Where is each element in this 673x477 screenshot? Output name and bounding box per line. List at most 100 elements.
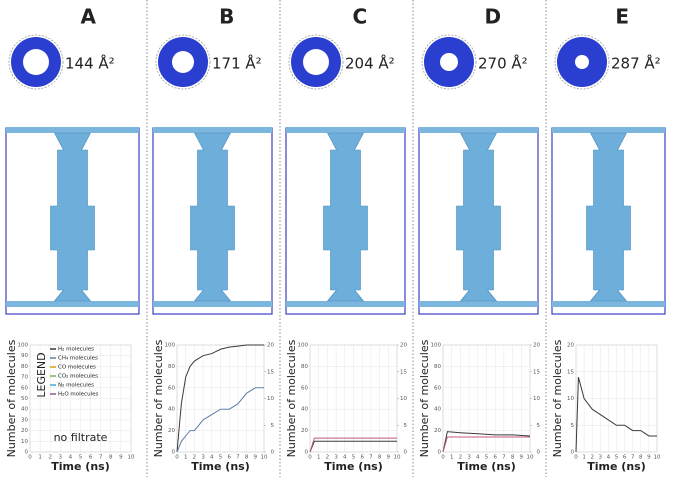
x-tick-label: 5 [352,455,356,461]
y-tick-label: 20 [434,428,441,434]
y-tick-label: 0 [438,450,442,456]
legend-title: LEGEND [35,352,48,397]
x-tick-label: 3 [467,455,471,461]
x-tick-label: 5 [615,455,619,461]
x-tick-label: 1 [450,455,454,461]
x-tick-label: 3 [201,455,205,461]
nanotube [586,132,631,302]
x-tick-label: 9 [647,455,651,461]
x-tick-label: 7 [369,455,373,461]
y2-tick-label: 15 [267,369,274,375]
y-tick-label: 80 [301,364,308,370]
y-tick-label: 60 [21,385,28,391]
graphene-top [286,127,405,133]
y-axis-label: Number of molecules [551,339,564,457]
y-tick-label: 15 [567,369,574,375]
series-line [176,344,264,453]
x-tick-label: 6 [227,455,231,461]
pore-outline [421,34,477,90]
y-tick-label: 40 [21,407,28,413]
x-tick-label: 7 [99,455,103,461]
pore-area: 144 Å² [65,54,115,73]
pore-outline [288,34,344,90]
panel-label: A [80,5,96,29]
x-tick-label: 0 [308,455,312,461]
x-tick-label: 2 [590,455,594,461]
pore-area: 204 Å² [345,54,395,73]
x-tick-label: 1 [317,455,321,461]
pore-outline [8,34,64,90]
pore-hole [575,55,589,69]
y-tick-label: 40 [434,407,441,413]
x-tick-label: 0 [28,455,32,461]
series-line [176,387,264,453]
x-tick-label: 0 [175,455,179,461]
pore-hole [172,51,194,73]
x-tick-label: 4 [343,455,347,461]
x-axis-label: Time (ns) [324,460,382,473]
x-tick-label: 5 [219,455,223,461]
y-tick-label: 30 [21,417,28,423]
x-tick-label: 5 [79,455,83,461]
graphene-top [6,127,139,133]
y-tick-label: 40 [301,407,308,413]
nanotube [50,132,95,302]
nanotube [456,132,501,302]
x-tick-label: 7 [236,455,240,461]
panel-label: D [484,5,501,29]
x-tick-label: 6 [360,455,364,461]
x-tick-label: 4 [607,455,611,461]
y-axis-label: Number of molecules [418,339,431,457]
x-tick-label: 8 [245,455,249,461]
x-tick-label: 10 [261,455,268,461]
y-tick-label: 100 [18,343,29,349]
y2-tick-label: 20 [533,343,540,349]
graphene-bottom [552,301,665,307]
graphene-bottom [419,301,538,307]
y2-tick-label: 20 [400,343,407,349]
x-tick-label: 8 [109,455,113,461]
annotation: no filtrate [54,431,108,444]
y-tick-label: 70 [21,375,28,381]
y-tick-label: 5 [571,423,575,429]
y2-tick-label: 10 [533,396,540,402]
graphene-top [419,127,538,133]
y2-tick-label: 20 [267,343,274,349]
x-tick-label: 5 [485,455,489,461]
x-tick-label: 9 [119,455,123,461]
y-tick-label: 60 [168,385,175,391]
x-tick-label: 9 [254,455,258,461]
graphene-bottom [286,301,405,307]
y-axis-label: Number of molecules [5,339,18,457]
y2-tick-label: 5 [537,423,541,429]
nanotube [323,132,368,302]
x-tick-label: 4 [476,455,480,461]
x-tick-label: 7 [631,455,635,461]
y-tick-label: 10 [21,439,28,445]
pore-area: 287 Å² [611,54,661,73]
y2-tick-label: 0 [404,450,408,456]
y-tick-label: 0 [571,450,575,456]
series-line [442,436,530,453]
graphene-bottom [6,301,139,307]
x-tick-label: 10 [527,455,534,461]
x-tick-label: 3 [334,455,338,461]
series-line [575,376,657,453]
pore-area: 270 Å² [478,54,528,73]
y2-tick-label: 15 [400,369,407,375]
panel-label: E [615,5,629,29]
x-tick-label: 9 [520,455,524,461]
y-tick-label: 100 [165,343,176,349]
x-tick-label: 0 [441,455,445,461]
y-tick-label: 20 [21,428,28,434]
y-tick-label: 100 [298,343,309,349]
x-tick-label: 2 [193,455,197,461]
graphene-bottom [153,301,272,307]
x-tick-label: 2 [48,455,52,461]
y-tick-label: 20 [567,343,574,349]
y-tick-label: 100 [431,343,442,349]
y2-tick-label: 10 [400,396,407,402]
x-tick-label: 1 [184,455,188,461]
x-tick-label: 10 [394,455,401,461]
y-tick-label: 0 [25,450,29,456]
